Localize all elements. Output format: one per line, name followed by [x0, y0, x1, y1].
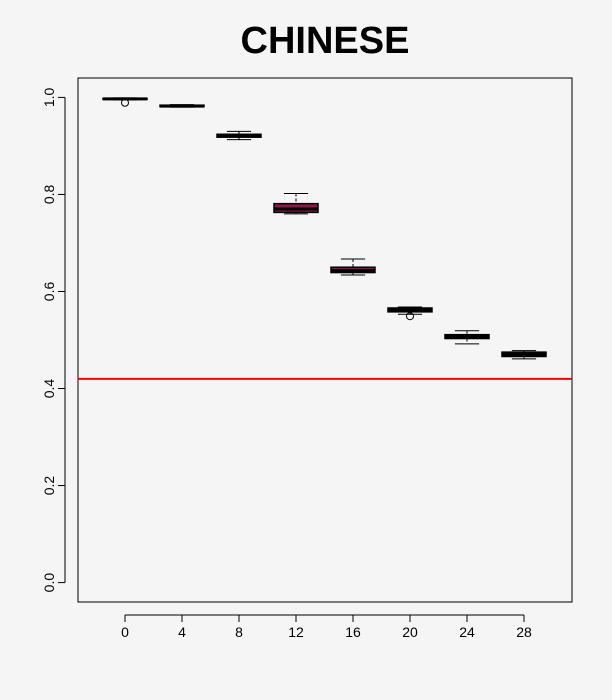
x-tick-label: 24 — [459, 624, 475, 640]
x-tick-label: 20 — [402, 624, 418, 640]
y-axis: 0.0 0.2 0.4 0.6 0.8 1.0 — [41, 87, 66, 593]
x-tick-label: 16 — [345, 624, 361, 640]
box-group — [273, 192, 319, 215]
box-group — [216, 130, 262, 141]
x-tick-label: 4 — [178, 624, 186, 640]
chart-title: CHINESE — [241, 20, 410, 62]
y-tick-label: 0.0 — [41, 573, 57, 593]
x-tick-label: 8 — [235, 624, 243, 640]
x-axis: 0 4 8 12 16 20 24 28 — [121, 614, 532, 640]
x-tick-label: 12 — [288, 624, 304, 640]
y-tick-label: 0.4 — [41, 379, 57, 399]
outlier-point — [121, 98, 129, 107]
box-group — [330, 258, 376, 276]
outlier-point — [406, 312, 414, 321]
box-group — [159, 104, 205, 108]
y-tick-label: 0.8 — [41, 185, 57, 205]
box-group — [102, 97, 148, 107]
y-tick-label: 0.6 — [41, 282, 57, 302]
x-tick-label: 0 — [121, 624, 129, 640]
box-group — [387, 306, 433, 321]
box-group — [501, 350, 547, 360]
y-tick-label: 1.0 — [41, 87, 57, 107]
boxes — [102, 97, 547, 360]
plot-frame — [77, 77, 573, 603]
box-group — [444, 330, 490, 345]
x-tick-label: 28 — [516, 624, 532, 640]
y-tick-label: 0.2 — [41, 476, 57, 496]
